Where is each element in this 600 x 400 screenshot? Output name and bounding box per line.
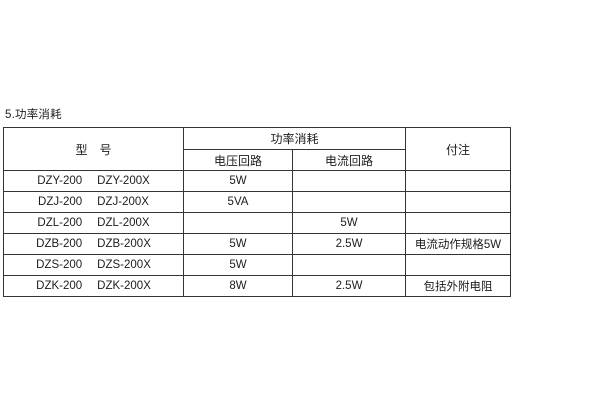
table-row-dzk: DZK-200 DZK-200X 8W 2.5W 包括外附电阻 (3, 275, 512, 297)
model-primary: DZY-200 (37, 175, 83, 187)
model-variant: DZS-200X (97, 259, 151, 271)
model-variant: DZL-200X (97, 217, 150, 229)
model-cell: DZB-200 DZB-200X (3, 233, 184, 255)
current-circuit-cell: 2.5W (291, 233, 407, 255)
header-row-top: 型 号 功率消耗 付注 (3, 127, 512, 171)
table-row-dzl: DZL-200 DZL-200X 5W (3, 212, 512, 234)
table-row-dzj: DZJ-200 DZJ-200X 5VA (3, 191, 512, 213)
section-title: 5.功率消耗 (5, 109, 62, 121)
model-cell: DZL-200 DZL-200X (3, 212, 184, 234)
note-cell (405, 191, 512, 213)
model-primary: DZS-200 (36, 259, 83, 271)
header-notes: 付注 (405, 127, 512, 171)
header-voltage-circuit: 电压回路 (183, 149, 293, 171)
current-circuit-cell: 5W (291, 212, 407, 234)
model-pair: DZY-200 DZY-200X (37, 175, 150, 187)
note-cell: 电流动作规格5W (405, 233, 512, 255)
header-power-consumption: 功率消耗 (182, 127, 407, 150)
voltage-circuit-cell: 5W (183, 233, 293, 255)
voltage-circuit-cell: 5W (183, 170, 293, 192)
table-body: DZY-200 DZY-200X 5W DZJ-200 DZJ-200X 5VA (3, 170, 512, 297)
model-variant: DZY-200X (97, 175, 150, 187)
model-primary: DZL-200 (37, 217, 83, 229)
header-model: 型 号 (3, 127, 184, 171)
model-variant: DZJ-200X (97, 196, 149, 208)
table-row-dzy: DZY-200 DZY-200X 5W (3, 170, 512, 192)
current-circuit-cell (291, 191, 407, 213)
model-pair: DZK-200 DZK-200X (36, 280, 151, 292)
model-variant: DZB-200X (97, 238, 151, 250)
power-consumption-table: 型 号 功率消耗 付注 电压回路 电流回路 DZY-200 DZY-200X 5… (3, 127, 512, 297)
model-cell: DZY-200 DZY-200X (3, 170, 184, 192)
header-current-circuit: 电流回路 (291, 149, 407, 171)
voltage-circuit-cell: 5VA (183, 191, 293, 213)
table-row-dzb: DZB-200 DZB-200X 5W 2.5W 电流动作规格5W (3, 233, 512, 255)
table-header: 型 号 功率消耗 付注 电压回路 电流回路 (3, 127, 512, 171)
table-row-dzs: DZS-200 DZS-200X 5W (3, 254, 512, 276)
model-primary: DZJ-200 (38, 196, 83, 208)
model-cell: DZS-200 DZS-200X (3, 254, 184, 276)
model-primary: DZB-200 (36, 238, 83, 250)
voltage-circuit-cell: 8W (183, 275, 293, 297)
note-cell: 包括外附电阻 (405, 275, 512, 297)
voltage-circuit-cell: 5W (183, 254, 293, 276)
model-cell: DZJ-200 DZJ-200X (3, 191, 184, 213)
model-primary: DZK-200 (36, 280, 83, 292)
note-cell (405, 254, 512, 276)
model-pair: DZL-200 DZL-200X (37, 217, 149, 229)
current-circuit-cell: 2.5W (291, 275, 407, 297)
current-circuit-cell (291, 254, 407, 276)
note-cell (405, 170, 512, 192)
model-pair: DZS-200 DZS-200X (36, 259, 151, 271)
note-cell (405, 212, 512, 234)
model-pair: DZJ-200 DZJ-200X (38, 196, 149, 208)
current-circuit-cell (291, 170, 407, 192)
model-variant: DZK-200X (97, 280, 151, 292)
model-pair: DZB-200 DZB-200X (36, 238, 151, 250)
voltage-circuit-cell (183, 212, 293, 234)
model-cell: DZK-200 DZK-200X (3, 275, 184, 297)
